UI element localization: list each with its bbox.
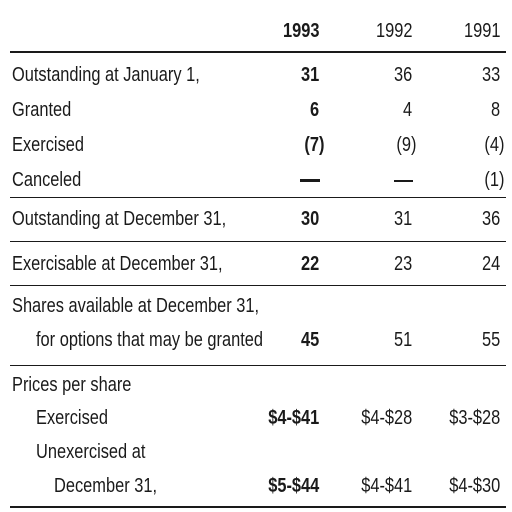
- cell-exercised-1993: (7): [303, 134, 324, 156]
- header-1993: 1993: [282, 20, 319, 42]
- cell-exercised-1991: (4): [483, 134, 504, 156]
- header-rule: [10, 51, 506, 53]
- cell-exercisable-dec-1992: 23: [393, 253, 412, 275]
- row-label-prices-unexercised-line2: December 31,: [54, 475, 158, 497]
- cell-outstanding-dec-1992: 31: [393, 208, 412, 230]
- cell-outstanding-jan-1993: 31: [300, 64, 319, 86]
- row-label-exercised: Exercised: [12, 134, 85, 156]
- cell-canceled-1991: (1): [483, 169, 504, 191]
- cell-outstanding-dec-1991: 36: [481, 208, 500, 230]
- cell-prices-unexercised-1993: $5-$44: [267, 475, 319, 497]
- cell-shares-available-1992: 51: [393, 329, 412, 351]
- header-1991: 1991: [463, 20, 500, 42]
- cell-prices-unexercised-1992: $4-$41: [360, 475, 412, 497]
- cell-granted-1991: 8: [490, 99, 500, 121]
- row-label-outstanding-jan: Outstanding at January 1,: [12, 64, 200, 86]
- header-1992: 1992: [375, 20, 412, 42]
- row-label-shares-available-line2: for options that may be granted: [36, 329, 264, 351]
- row-label-canceled: Canceled: [12, 169, 82, 191]
- bottom-rule: [10, 506, 506, 508]
- cell-prices-exercised-1992: $4-$28: [360, 407, 412, 429]
- rule-after-shares-available: [10, 365, 506, 366]
- cell-prices-exercised-1991: $3-$28: [448, 407, 500, 429]
- cell-prices-unexercised-1991: $4-$30: [448, 475, 500, 497]
- cell-exercisable-dec-1993: 22: [300, 253, 319, 275]
- cell-outstanding-jan-1991: 33: [481, 64, 500, 86]
- rule-after-exercisable: [10, 285, 506, 286]
- row-label-granted: Granted: [12, 99, 72, 121]
- prices-heading: Prices per share: [12, 374, 132, 396]
- row-label-exercisable-dec: Exercisable at December 31,: [12, 253, 223, 275]
- rule-after-canceled: [10, 197, 506, 198]
- row-label-prices-unexercised-line1: Unexercised at: [36, 441, 146, 463]
- dash-mark-1993: [300, 179, 320, 182]
- cell-granted-1993: 6: [309, 99, 319, 121]
- dash-mark-1992: [394, 180, 413, 182]
- cell-outstanding-jan-1992: 36: [393, 64, 412, 86]
- row-label-shares-available-line1: Shares available at December 31,: [12, 295, 260, 317]
- cell-shares-available-1993: 45: [300, 329, 319, 351]
- cell-prices-exercised-1993: $4-$41: [267, 407, 319, 429]
- cell-shares-available-1991: 55: [481, 329, 500, 351]
- row-label-outstanding-dec: Outstanding at December 31,: [12, 208, 227, 230]
- cell-exercised-1992: (9): [395, 134, 416, 156]
- cell-outstanding-dec-1993: 30: [300, 208, 319, 230]
- cell-exercisable-dec-1991: 24: [481, 253, 500, 275]
- row-label-prices-exercised: Exercised: [36, 407, 109, 429]
- cell-granted-1992: 4: [402, 99, 412, 121]
- rule-after-outstanding-dec: [10, 241, 506, 242]
